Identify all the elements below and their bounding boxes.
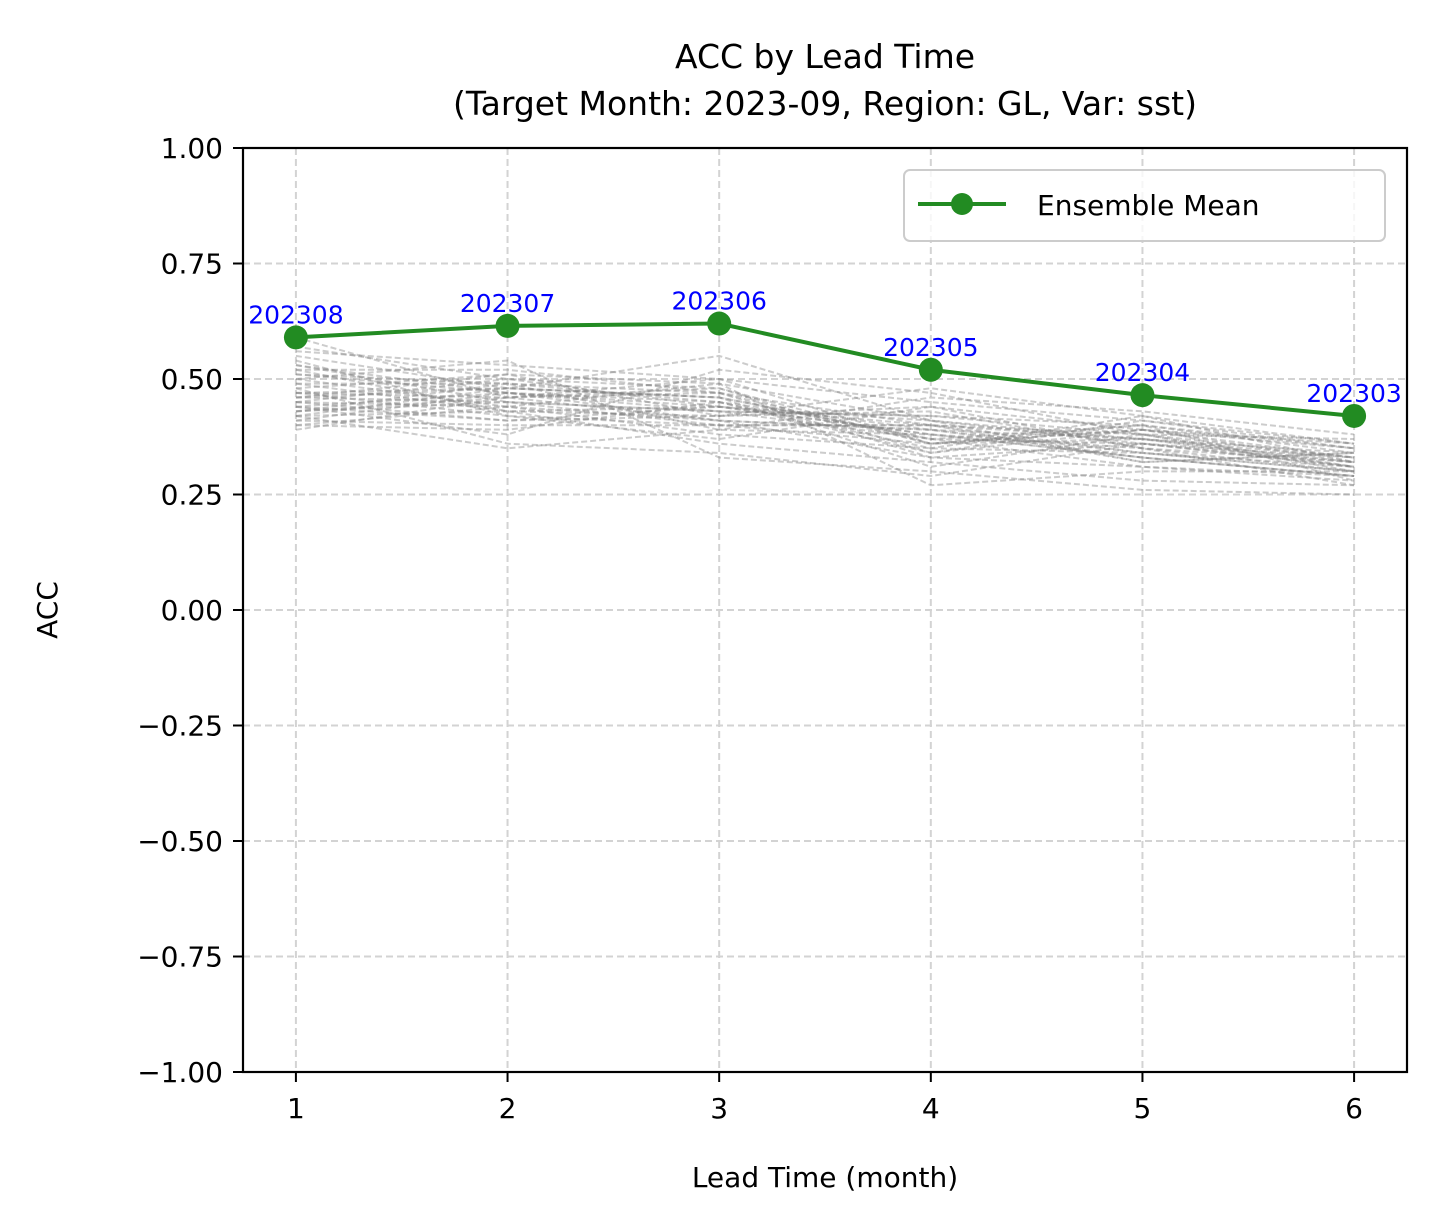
member-line xyxy=(295,405,1355,468)
member-line xyxy=(295,387,1355,473)
legend-marker-ensemble-mean xyxy=(951,193,973,215)
member-line xyxy=(295,364,1355,478)
ensemble-mean-point xyxy=(495,313,520,338)
member-line xyxy=(295,382,1355,473)
legend-frame xyxy=(903,169,1386,242)
member-line xyxy=(295,354,1355,464)
member-line xyxy=(295,359,1355,496)
member-line xyxy=(295,364,1355,468)
member-line xyxy=(295,396,1355,478)
member-line xyxy=(295,368,1355,450)
member-line xyxy=(295,401,1355,450)
member-line xyxy=(295,382,1355,478)
member-line xyxy=(295,354,1355,459)
member-line xyxy=(295,387,1355,482)
y-tick-label: 0.25 xyxy=(161,479,223,512)
member-line xyxy=(295,373,1355,487)
point-label: 202306 xyxy=(671,287,766,316)
ensemble-mean-point xyxy=(707,311,732,336)
point-label: 202303 xyxy=(1306,379,1401,408)
ensemble-mean-point xyxy=(918,357,943,382)
member-line xyxy=(295,373,1355,468)
member-line xyxy=(295,391,1355,454)
member-line xyxy=(295,387,1355,445)
member-line xyxy=(295,377,1355,464)
y-tick-label: 1.00 xyxy=(161,132,223,165)
x-tick-label: 4 xyxy=(922,1092,940,1125)
member-line xyxy=(295,401,1355,459)
y-axis-label: ACC xyxy=(31,581,64,639)
chart-title-line-1: ACC by Lead Time xyxy=(675,37,975,76)
point-label: 202304 xyxy=(1095,358,1190,387)
member-line xyxy=(295,368,1355,487)
grid xyxy=(243,147,1407,1073)
x-tick-label: 6 xyxy=(1345,1092,1363,1125)
member-line xyxy=(295,359,1355,487)
member-line xyxy=(295,396,1355,450)
ensemble-mean-line xyxy=(295,321,1355,418)
x-tick-label: 3 xyxy=(710,1092,728,1125)
x-tick-label: 5 xyxy=(1134,1092,1152,1125)
y-tick-label: 0.00 xyxy=(161,594,223,627)
member-line xyxy=(295,373,1355,478)
member-line xyxy=(295,368,1355,441)
member-line xyxy=(295,405,1355,468)
member-line xyxy=(295,391,1355,468)
member-line xyxy=(295,378,1355,454)
ensemble-mean-point xyxy=(1130,383,1155,408)
ensemble-mean-point xyxy=(1342,403,1367,428)
member-line xyxy=(295,345,1355,473)
ensemble-mean-series xyxy=(283,311,1367,428)
point-label: 202308 xyxy=(248,300,343,329)
y-tick-label: −0.75 xyxy=(137,941,223,974)
y-tick-label: 0.75 xyxy=(161,248,223,281)
point-label: 202307 xyxy=(460,289,555,318)
member-lines xyxy=(295,336,1355,496)
member-line xyxy=(295,401,1355,473)
legend-entry-ensemble-mean: Ensemble Mean xyxy=(1037,189,1260,222)
member-line xyxy=(295,410,1355,464)
y-tick-label: −0.50 xyxy=(137,825,223,858)
member-line xyxy=(295,373,1355,445)
point-labels: 202308 202307 202306 202305 202304 202303 xyxy=(248,287,1402,408)
member-line xyxy=(295,382,1355,464)
y-tick-label: −0.25 xyxy=(137,710,223,743)
member-line xyxy=(295,391,1355,459)
member-line xyxy=(295,387,1355,478)
member-line xyxy=(295,419,1355,464)
x-tick-label: 1 xyxy=(287,1092,305,1125)
point-label: 202305 xyxy=(883,333,978,362)
member-line xyxy=(295,377,1355,459)
legend: Ensemble Mean xyxy=(903,169,1386,242)
member-line xyxy=(295,336,1355,464)
axis-ticks: 1 2 3 4 5 6 −1.00 −0.75 −0.50 −0.25 0.00 0.25 0.50 0.… xyxy=(137,132,1363,1125)
member-line xyxy=(295,350,1355,445)
ensemble-mean-point xyxy=(283,325,308,350)
y-tick-label: −1.00 xyxy=(137,1056,223,1089)
member-line xyxy=(295,391,1355,482)
member-line xyxy=(295,396,1355,454)
chart-title-line-2: (Target Month: 2023-09, Region: GL, Var:… xyxy=(453,84,1197,123)
x-axis-label: Lead Time (month) xyxy=(692,1161,958,1194)
y-tick-label: 0.50 xyxy=(161,363,223,396)
x-tick-label: 2 xyxy=(499,1092,517,1125)
